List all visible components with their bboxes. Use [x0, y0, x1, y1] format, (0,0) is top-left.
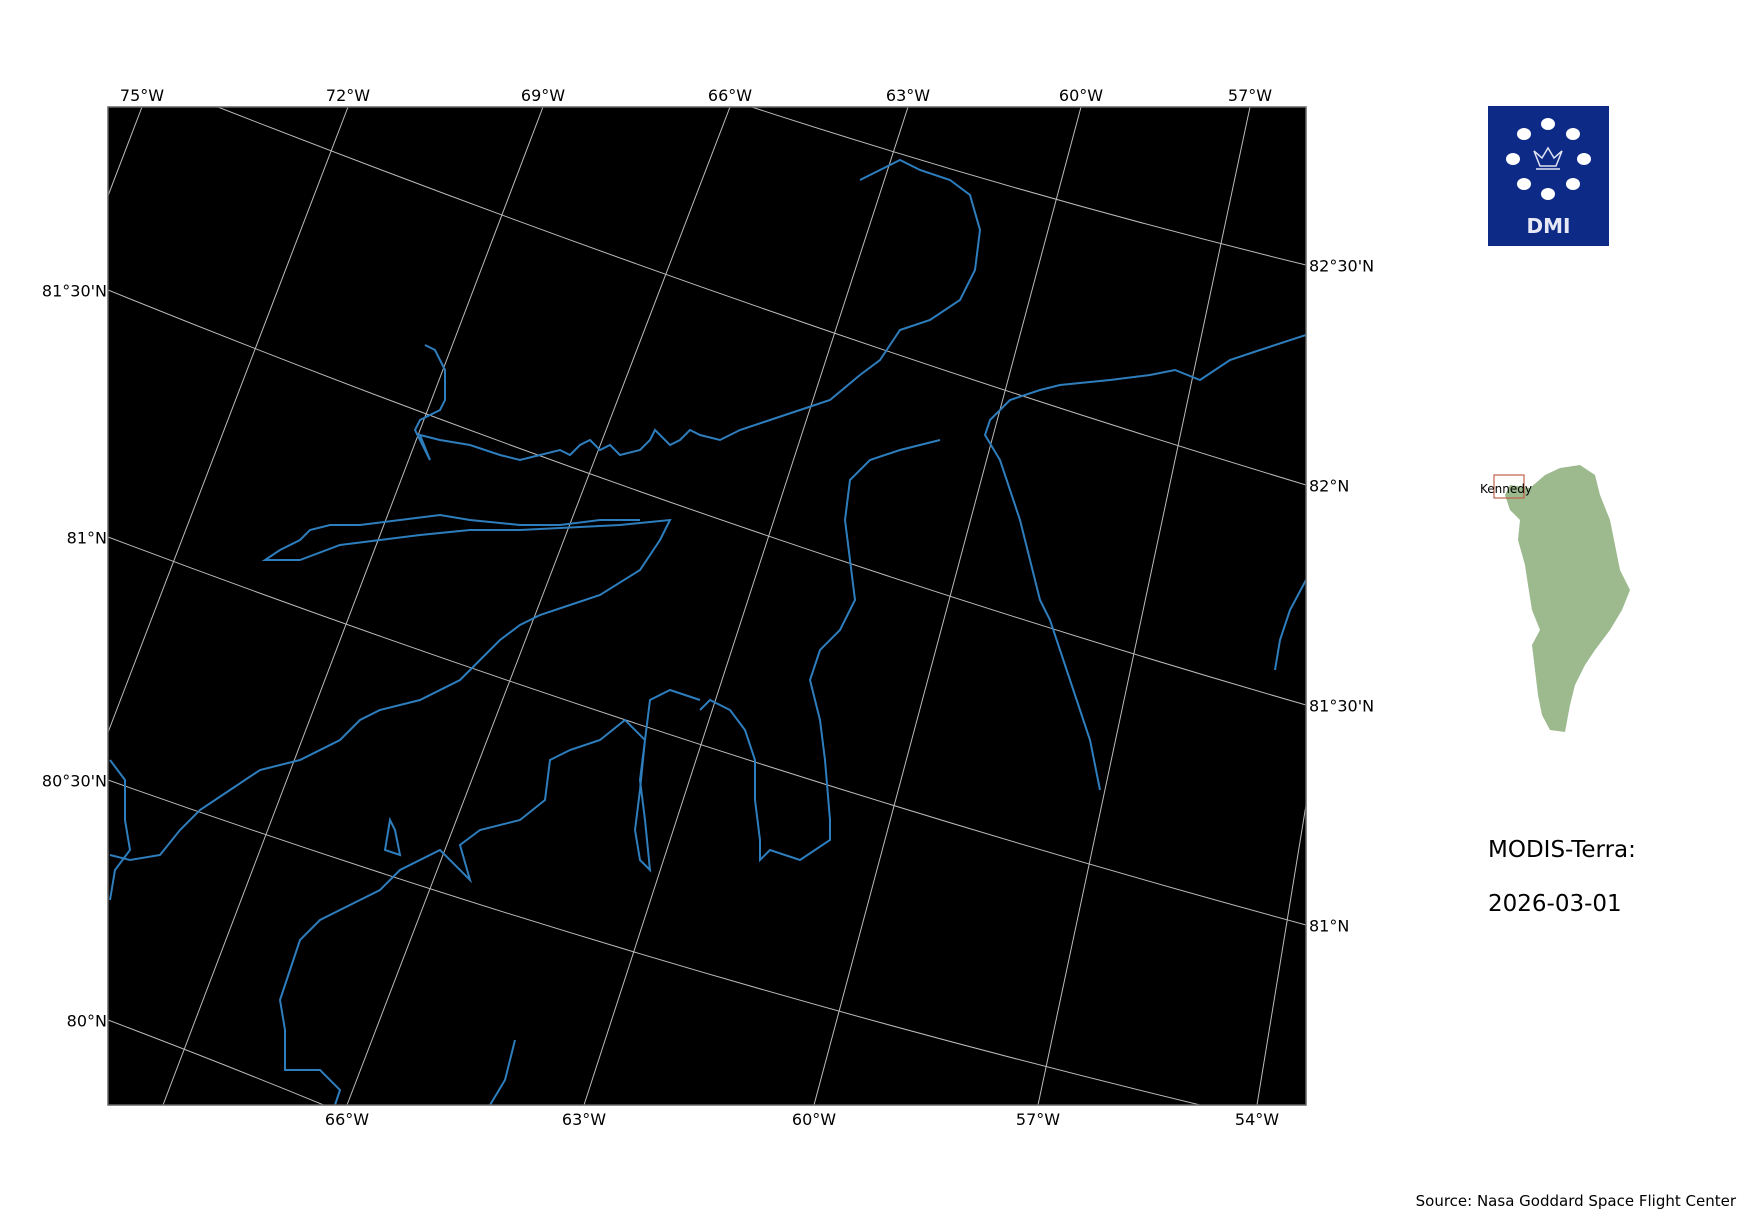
meridian-57w	[1037, 107, 1251, 1105]
lon-label: 60°W	[791, 1110, 837, 1129]
lon-label: 57°W	[1227, 86, 1273, 105]
lat-label: 82°N	[1309, 476, 1350, 496]
lon-label: 63°W	[885, 86, 931, 105]
parallel-80-30n	[108, 779, 1203, 1105]
lat-label: 81°30'N	[1309, 696, 1375, 716]
logo-text: DMI	[1526, 214, 1571, 238]
lat-label: 80°30'N	[41, 771, 107, 791]
graticule	[108, 107, 1306, 1105]
meridian-66w	[346, 107, 731, 1105]
lon-label: 66°W	[707, 86, 753, 105]
lat-label: 81°30'N	[41, 281, 107, 301]
parallel-82-30n	[750, 107, 1306, 266]
lat-label: 81°N	[66, 528, 107, 548]
date-title: 2026-03-01	[1488, 891, 1622, 917]
lat-label: 81°N	[1309, 916, 1350, 936]
meridian-69w	[162, 107, 544, 1105]
meridian-63w	[583, 107, 909, 1105]
parallel-81-30n	[108, 289, 1306, 706]
lon-label: 69°W	[520, 86, 566, 105]
lon-label: 60°W	[1058, 86, 1104, 105]
lon-label: 57°W	[1015, 1110, 1061, 1129]
lon-label: 54°W	[1234, 1110, 1280, 1129]
sensor-title: MODIS-Terra:	[1488, 837, 1636, 863]
crown-dots-icon	[1506, 118, 1591, 200]
lon-label: 63°W	[561, 1110, 607, 1129]
lon-label: 75°W	[119, 86, 165, 105]
greenland-inset-map: Kennedy	[1480, 465, 1630, 732]
region-box	[1493, 474, 1525, 499]
parallel-80n	[108, 1019, 326, 1105]
map-background	[108, 107, 1306, 1105]
greenland-landmass	[1505, 465, 1630, 732]
coastlines	[109, 158, 1306, 1105]
meridian-54w	[1256, 801, 1306, 1105]
lat-label: 80°N	[66, 1011, 107, 1031]
lon-label: 66°W	[324, 1110, 370, 1129]
dmi-logo: DMI	[1488, 106, 1609, 246]
source-credit: Source: Nasa Goddard Space Flight Center	[1415, 1192, 1736, 1210]
meridian-60w	[813, 107, 1082, 1105]
region-label: Kennedy	[1480, 482, 1532, 496]
map-frame	[107, 106, 1307, 1106]
lon-label: 72°W	[325, 86, 371, 105]
parallel-81n	[108, 536, 1306, 926]
lat-label: 82°30'N	[1309, 256, 1375, 276]
meridian-72w	[108, 107, 349, 734]
parallel-82n	[216, 107, 1306, 486]
